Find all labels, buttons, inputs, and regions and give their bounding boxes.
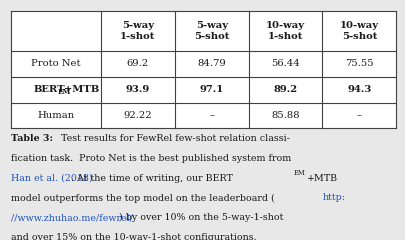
Text: EM: EM	[57, 89, 70, 96]
Text: model outperforms the top model on the leaderboard (: model outperforms the top model on the l…	[11, 193, 275, 203]
Text: 5-way
1-shot: 5-way 1-shot	[120, 21, 155, 41]
Text: http:: http:	[322, 193, 345, 203]
Text: Proto Net: Proto Net	[31, 59, 81, 68]
Text: 69.2: 69.2	[126, 59, 149, 68]
Text: Human: Human	[37, 111, 75, 120]
Text: +MTB: +MTB	[306, 174, 337, 183]
Text: 94.3: 94.3	[346, 85, 371, 94]
Text: Table 3:: Table 3:	[11, 134, 53, 144]
Text: fication task.  Proto Net is the best published system from: fication task. Proto Net is the best pub…	[11, 154, 291, 163]
Text: . At the time of writing, our BERT: . At the time of writing, our BERT	[71, 174, 233, 183]
Text: Test results for FewRel few-shot relation classi-: Test results for FewRel few-shot relatio…	[58, 134, 289, 144]
Text: 5-way
5-shot: 5-way 5-shot	[194, 21, 229, 41]
Text: 97.1: 97.1	[199, 85, 223, 94]
Text: 85.88: 85.88	[271, 111, 299, 120]
Text: 10-way
1-shot: 10-way 1-shot	[265, 21, 304, 41]
Text: 56.44: 56.44	[271, 59, 299, 68]
Text: –: –	[356, 111, 361, 120]
Text: –: –	[209, 111, 214, 120]
Text: 92.22: 92.22	[123, 111, 152, 120]
Text: 84.79: 84.79	[197, 59, 226, 68]
Text: Han et al. (2018): Han et al. (2018)	[11, 174, 93, 183]
Text: and over 15% on the 10-way-1-shot configurations.: and over 15% on the 10-way-1-shot config…	[11, 233, 256, 240]
Bar	[11, 11, 395, 128]
Text: BERT: BERT	[34, 85, 65, 94]
Text: //www.zhuhao.me/fewrel/: //www.zhuhao.me/fewrel/	[11, 213, 133, 222]
Text: 75.55: 75.55	[344, 59, 373, 68]
Text: +MTB: +MTB	[64, 85, 100, 94]
Text: EM: EM	[293, 169, 305, 177]
Text: 89.2: 89.2	[273, 85, 297, 94]
Text: 93.9: 93.9	[126, 85, 149, 94]
Text: ) by over 10% on the 5-way-1-shot: ) by over 10% on the 5-way-1-shot	[118, 213, 282, 222]
Text: 10-way
5-shot: 10-way 5-shot	[339, 21, 378, 41]
